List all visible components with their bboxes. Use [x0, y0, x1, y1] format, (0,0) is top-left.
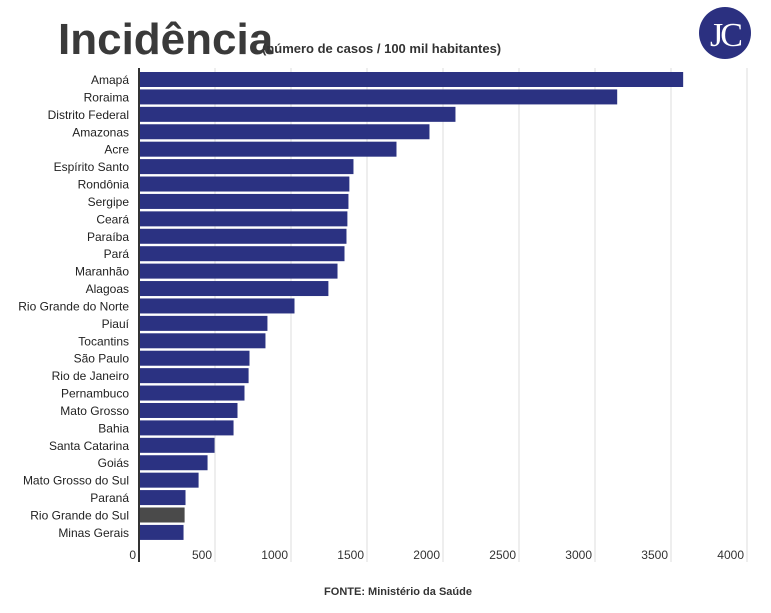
x-tick-label: 2500	[489, 548, 516, 562]
bar	[139, 455, 208, 471]
category-label: Minas Gerais	[58, 526, 129, 540]
x-tick-label: 3500	[641, 548, 668, 562]
category-label: Distrito Federal	[48, 108, 129, 122]
bar	[139, 350, 250, 366]
bar	[139, 333, 266, 349]
bar	[139, 281, 329, 297]
category-label: Alagoas	[86, 282, 129, 296]
bar	[139, 211, 348, 227]
category-label: Sergipe	[88, 195, 130, 209]
bar	[139, 368, 249, 384]
category-label: Ceará	[96, 212, 129, 226]
bar	[139, 490, 186, 506]
bar	[139, 298, 295, 314]
logo-circle	[699, 7, 751, 59]
x-tick-label: 3000	[565, 548, 592, 562]
category-label: São Paulo	[74, 352, 130, 366]
logo-text: JC	[710, 17, 741, 54]
category-label: Paraná	[90, 491, 129, 505]
bar	[139, 437, 215, 453]
category-label: Rio de Janeiro	[52, 369, 130, 383]
bar	[139, 89, 618, 105]
x-tick-label: 0	[129, 548, 136, 562]
category-label: Piauí	[102, 317, 130, 331]
bar	[139, 402, 238, 418]
bar	[139, 315, 268, 331]
chart-subtitle: (número de casos / 100 mil habitantes)	[262, 41, 501, 56]
jc-logo: JC	[699, 7, 751, 59]
category-label: Tocantins	[78, 334, 129, 348]
category-label: Goiás	[98, 456, 129, 470]
bar	[139, 228, 347, 244]
category-label: Pará	[104, 247, 130, 261]
bar	[139, 124, 430, 140]
bar	[139, 72, 684, 87]
x-tick-label: 4000	[717, 548, 744, 562]
source-note: FONTE: Ministério da Saúde	[324, 586, 472, 598]
category-label: Acre	[104, 143, 129, 157]
bar	[139, 106, 456, 122]
category-label: Mato Grosso do Sul	[23, 474, 129, 488]
category-label: Rio Grande do Norte	[18, 299, 129, 313]
bar	[139, 385, 245, 401]
bar	[139, 524, 184, 540]
chart-title: Incidência	[58, 15, 274, 64]
category-label: Amapá	[91, 73, 129, 87]
bar	[139, 472, 199, 488]
x-tick-label: 500	[192, 548, 212, 562]
bar	[139, 420, 234, 436]
bar	[139, 246, 345, 262]
category-label: Santa Catarina	[49, 439, 129, 453]
bar	[139, 141, 397, 157]
category-label: Bahia	[98, 421, 129, 435]
category-label: Rondônia	[78, 178, 130, 192]
x-tick-label: 1500	[337, 548, 364, 562]
category-label: Roraima	[84, 90, 130, 104]
x-tick-label: 1000	[261, 548, 288, 562]
bar	[139, 263, 338, 279]
bar	[139, 507, 185, 523]
category-label: Espírito Santo	[54, 160, 130, 174]
category-label: Maranhão	[75, 265, 129, 279]
bar	[139, 159, 354, 175]
category-label: Rio Grande do Sul	[30, 509, 129, 523]
bar	[139, 193, 349, 209]
category-label: Amazonas	[72, 125, 129, 139]
category-label: Mato Grosso	[60, 404, 129, 418]
x-tick-label: 2000	[413, 548, 440, 562]
category-label: Pernambuco	[61, 387, 129, 401]
bar	[139, 176, 350, 192]
category-label: Paraíba	[87, 230, 129, 244]
